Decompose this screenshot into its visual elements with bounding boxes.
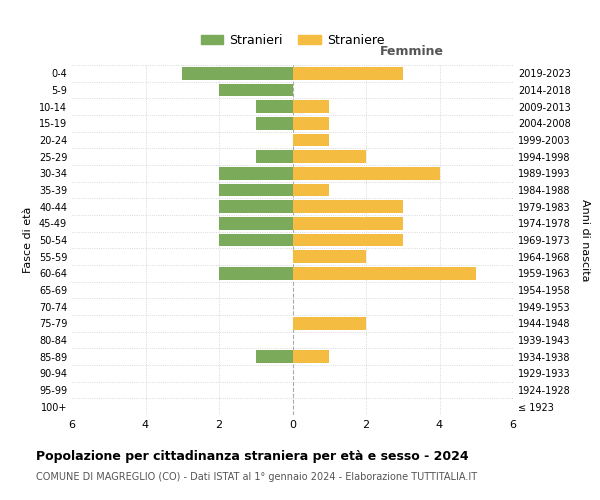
Y-axis label: Anni di nascita: Anni di nascita bbox=[580, 198, 590, 281]
Bar bbox=[293, 100, 329, 113]
Bar bbox=[293, 234, 403, 246]
Bar bbox=[293, 217, 403, 230]
Bar bbox=[293, 117, 329, 130]
Bar bbox=[219, 84, 293, 96]
Text: COMUNE DI MAGREGLIO (CO) - Dati ISTAT al 1° gennaio 2024 - Elaborazione TUTTITAL: COMUNE DI MAGREGLIO (CO) - Dati ISTAT al… bbox=[36, 472, 477, 482]
Bar bbox=[293, 134, 329, 146]
Bar bbox=[293, 317, 366, 330]
Bar bbox=[293, 167, 439, 179]
Bar bbox=[219, 267, 293, 280]
Bar bbox=[256, 100, 293, 113]
Bar bbox=[293, 150, 366, 163]
Bar bbox=[256, 117, 293, 130]
Legend: Stranieri, Straniere: Stranieri, Straniere bbox=[196, 29, 389, 52]
Bar bbox=[293, 67, 403, 80]
Bar bbox=[293, 250, 366, 263]
Bar bbox=[293, 350, 329, 363]
Bar bbox=[293, 200, 403, 213]
Y-axis label: Fasce di età: Fasce di età bbox=[23, 207, 33, 273]
Bar bbox=[293, 184, 329, 196]
Bar bbox=[182, 67, 293, 80]
Bar bbox=[256, 350, 293, 363]
Text: Popolazione per cittadinanza straniera per età e sesso - 2024: Popolazione per cittadinanza straniera p… bbox=[36, 450, 469, 463]
Text: Femmine: Femmine bbox=[380, 45, 443, 58]
Bar bbox=[219, 234, 293, 246]
Bar bbox=[256, 150, 293, 163]
Bar bbox=[219, 217, 293, 230]
Bar bbox=[219, 184, 293, 196]
Bar bbox=[219, 200, 293, 213]
Bar bbox=[219, 167, 293, 179]
Bar bbox=[293, 267, 476, 280]
